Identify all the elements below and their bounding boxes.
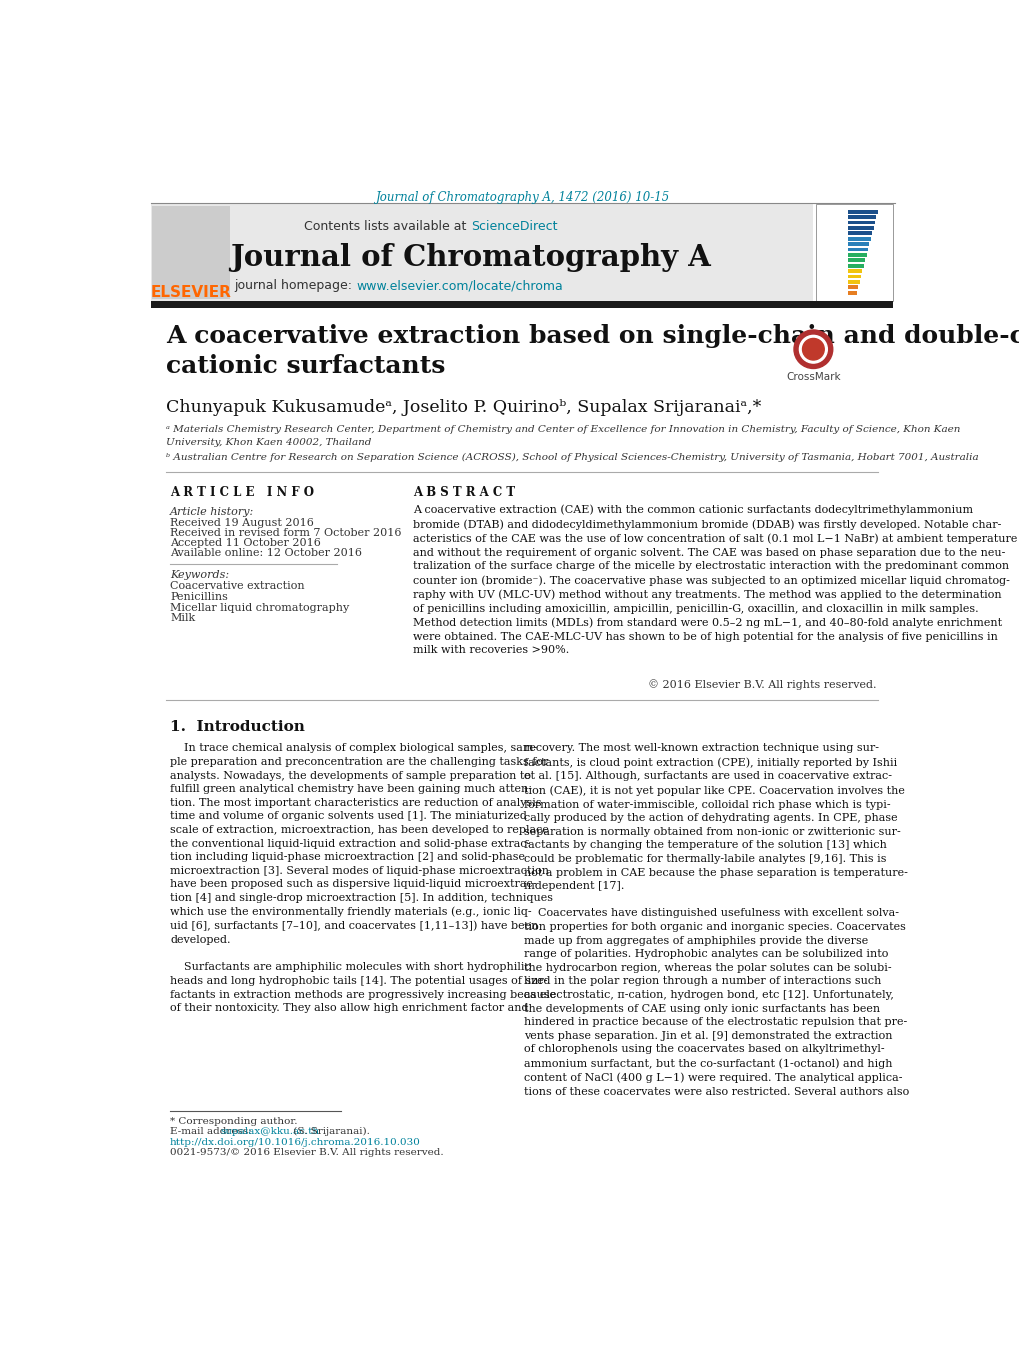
Text: Accepted 11 October 2016: Accepted 11 October 2016 bbox=[170, 538, 321, 549]
Text: A B S T R A C T: A B S T R A C T bbox=[413, 485, 515, 499]
FancyBboxPatch shape bbox=[848, 220, 874, 224]
FancyBboxPatch shape bbox=[848, 290, 856, 295]
Text: A coacervative extraction based on single-chain and double-chain
cationic surfac: A coacervative extraction based on singl… bbox=[166, 324, 1019, 377]
Text: Contents lists available at: Contents lists available at bbox=[304, 220, 471, 232]
Text: Milk: Milk bbox=[170, 613, 196, 623]
Text: Journal of Chromatography A, 1472 (2016) 10-15: Journal of Chromatography A, 1472 (2016)… bbox=[375, 192, 669, 204]
Text: ELSEVIER: ELSEVIER bbox=[151, 285, 231, 300]
Text: Coacervative extraction: Coacervative extraction bbox=[170, 581, 305, 590]
FancyBboxPatch shape bbox=[848, 231, 871, 235]
Text: A R T I C L E   I N F O: A R T I C L E I N F O bbox=[170, 485, 314, 499]
FancyBboxPatch shape bbox=[848, 215, 875, 219]
FancyBboxPatch shape bbox=[848, 226, 872, 230]
FancyBboxPatch shape bbox=[815, 204, 893, 301]
Text: 0021-9573/© 2016 Elsevier B.V. All rights reserved.: 0021-9573/© 2016 Elsevier B.V. All right… bbox=[170, 1148, 443, 1158]
Text: In trace chemical analysis of complex biological samples, sam-
ple preparation a: In trace chemical analysis of complex bi… bbox=[170, 743, 555, 1013]
FancyBboxPatch shape bbox=[152, 205, 229, 299]
Text: Keywords:: Keywords: bbox=[170, 570, 229, 580]
FancyBboxPatch shape bbox=[848, 285, 857, 289]
Text: Received 19 August 2016: Received 19 August 2016 bbox=[170, 517, 314, 528]
FancyBboxPatch shape bbox=[848, 263, 863, 267]
Text: E-mail address:: E-mail address: bbox=[170, 1127, 255, 1136]
Circle shape bbox=[802, 339, 823, 359]
Circle shape bbox=[793, 330, 832, 369]
Text: Micellar liquid chromatography: Micellar liquid chromatography bbox=[170, 603, 350, 612]
Text: Received in revised form 7 October 2016: Received in revised form 7 October 2016 bbox=[170, 528, 401, 538]
FancyBboxPatch shape bbox=[848, 253, 866, 257]
Circle shape bbox=[799, 335, 826, 363]
Text: Article history:: Article history: bbox=[170, 507, 254, 517]
FancyBboxPatch shape bbox=[848, 242, 868, 246]
Text: Available online: 12 October 2016: Available online: 12 October 2016 bbox=[170, 549, 362, 558]
Text: journal homepage:: journal homepage: bbox=[234, 280, 356, 292]
Text: (S. Srijaranai).: (S. Srijaranai). bbox=[290, 1127, 370, 1136]
Text: Chunyapuk Kukusamudeᵃ, Joselito P. Quirinoᵇ, Supalax Srijaranaiᵃ,*: Chunyapuk Kukusamudeᵃ, Joselito P. Quiri… bbox=[166, 400, 761, 416]
Text: * Corresponding author.: * Corresponding author. bbox=[170, 1117, 298, 1125]
Text: A coacervative extraction (CAE) with the common cationic surfactants dodecyltrim: A coacervative extraction (CAE) with the… bbox=[413, 505, 1016, 655]
Text: Journal of Chromatography A: Journal of Chromatography A bbox=[230, 243, 710, 272]
FancyBboxPatch shape bbox=[848, 236, 870, 240]
Text: ᵇ Australian Centre for Research on Separation Science (ACROSS), School of Physi: ᵇ Australian Centre for Research on Sepa… bbox=[166, 453, 978, 462]
FancyBboxPatch shape bbox=[848, 274, 860, 278]
Text: www.elsevier.com/locate/chroma: www.elsevier.com/locate/chroma bbox=[356, 280, 562, 292]
FancyBboxPatch shape bbox=[848, 269, 861, 273]
FancyBboxPatch shape bbox=[848, 280, 859, 284]
Text: supalax@kku.ac.th: supalax@kku.ac.th bbox=[220, 1127, 319, 1136]
FancyBboxPatch shape bbox=[151, 301, 893, 308]
FancyBboxPatch shape bbox=[848, 247, 867, 251]
Text: 1.  Introduction: 1. Introduction bbox=[170, 720, 305, 735]
Text: © 2016 Elsevier B.V. All rights reserved.: © 2016 Elsevier B.V. All rights reserved… bbox=[647, 680, 875, 690]
Text: ScienceDirect: ScienceDirect bbox=[471, 220, 556, 232]
FancyBboxPatch shape bbox=[151, 204, 812, 301]
FancyBboxPatch shape bbox=[848, 209, 876, 213]
FancyBboxPatch shape bbox=[848, 258, 864, 262]
Text: Penicillins: Penicillins bbox=[170, 592, 228, 601]
Text: CrossMark: CrossMark bbox=[786, 372, 840, 381]
Text: ᵃ Materials Chemistry Research Center, Department of Chemistry and Center of Exc: ᵃ Materials Chemistry Research Center, D… bbox=[166, 426, 960, 447]
Text: http://dx.doi.org/10.1016/j.chroma.2016.10.030: http://dx.doi.org/10.1016/j.chroma.2016.… bbox=[170, 1139, 421, 1147]
Text: recovery. The most well-known extraction technique using sur-
factants, is cloud: recovery. The most well-known extraction… bbox=[524, 743, 909, 1097]
